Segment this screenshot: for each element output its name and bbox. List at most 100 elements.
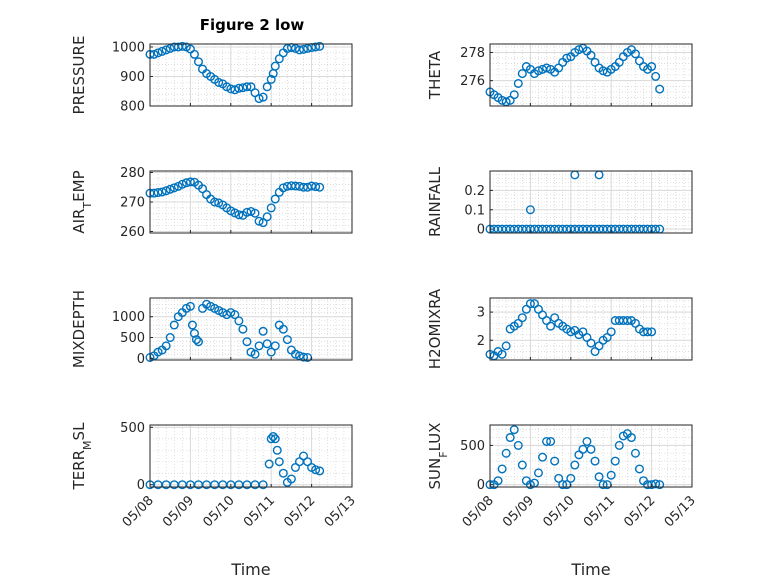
- data-point: [286, 474, 296, 484]
- y-tick-label: 280: [120, 166, 145, 181]
- data-point: [513, 440, 523, 450]
- data-point: [278, 468, 288, 478]
- data-point: [299, 44, 309, 54]
- data-point: [153, 48, 163, 58]
- subplot-h2omixra: 2 3 H2OMIXRA: [426, 288, 693, 369]
- data-point: [278, 183, 288, 193]
- axes-box: [149, 297, 353, 361]
- data-point: [264, 459, 274, 469]
- data-point: [270, 194, 280, 204]
- axes-box: [149, 43, 353, 107]
- data-point: [266, 203, 276, 213]
- x-tick-label: 05/09: [160, 493, 197, 530]
- x-tick-label: 05/10: [201, 493, 238, 530]
- data-point: [655, 84, 665, 94]
- data-point: [582, 436, 592, 446]
- data-point: [187, 320, 197, 330]
- subplot-sun-flux: 0 500 05/08 05/09 05/10 05/11 05/12 05/13 SUNFLU…: [426, 423, 699, 579]
- data-point: [278, 324, 288, 334]
- data-point: [315, 466, 325, 476]
- data-point: [315, 41, 325, 51]
- x-axis-label: Time: [230, 560, 270, 579]
- data-point: [651, 479, 661, 489]
- data-point: [598, 66, 608, 76]
- y-tick-label: 3: [477, 306, 485, 321]
- data-point: [161, 45, 171, 55]
- y-tick-label: 276: [460, 74, 485, 89]
- data-point: [165, 333, 175, 343]
- data-point: [246, 206, 256, 216]
- data-point: [254, 216, 264, 226]
- data-point: [274, 457, 284, 467]
- data-point: [262, 212, 272, 222]
- x-tick-label: 05/11: [581, 493, 618, 530]
- data-point: [570, 460, 580, 470]
- data-point: [594, 472, 604, 482]
- y-tick-label: 500: [120, 331, 145, 346]
- data-point: [630, 49, 640, 59]
- subplot-pressure: 800 900 1000 PRESSURE: [70, 36, 353, 115]
- data-point: [274, 54, 284, 64]
- data-point: [586, 338, 596, 348]
- data-point: [250, 349, 260, 359]
- data-point: [517, 460, 527, 470]
- data-point: [606, 470, 616, 480]
- data-point: [214, 77, 224, 87]
- data-point: [634, 464, 644, 474]
- axes-box: [489, 43, 693, 107]
- data-point: [165, 43, 175, 53]
- data-point: [614, 440, 624, 450]
- data-point: [517, 69, 527, 79]
- axes-box: [149, 424, 353, 488]
- data-point: [509, 425, 519, 435]
- data-point: [566, 473, 576, 483]
- data-point: [153, 188, 163, 198]
- data-point: [542, 63, 552, 73]
- y-axis-label: H2OMIXRA: [426, 288, 444, 369]
- plot-area: [150, 425, 352, 487]
- data-point: [606, 327, 616, 337]
- data-point: [234, 83, 244, 93]
- y-tick-label: 278: [460, 46, 485, 61]
- y-axis-label: THETA: [426, 50, 444, 100]
- data-point: [630, 448, 640, 458]
- subplot-terr-msl: 0 500 05/08 05/09 05/10 05/11 05/12 05/13 TERRMS…: [70, 421, 359, 579]
- x-tick-label: 05/12: [621, 493, 658, 530]
- y-tick-label: 500: [120, 421, 145, 436]
- data-point: [270, 341, 280, 351]
- y-axis-label: RAINFALL: [426, 166, 444, 237]
- subplot-mixdepth: 0 500 1000 MIXDEPTH: [70, 290, 353, 368]
- data-point: [165, 184, 175, 194]
- data-point: [230, 85, 240, 95]
- data-point: [193, 57, 203, 67]
- subplot-air-temp: 260 270 280 AIRTEMP: [70, 166, 353, 240]
- y-axis-label: AIRTEMP: [70, 170, 94, 233]
- data-point: [198, 184, 208, 194]
- data-point: [647, 327, 657, 337]
- data-point: [546, 436, 556, 446]
- data-point: [525, 299, 535, 309]
- data-point: [258, 480, 268, 490]
- axes-box: [489, 297, 693, 361]
- data-point: [525, 205, 535, 215]
- axes-box: [489, 170, 693, 234]
- data-point: [497, 349, 507, 359]
- y-tick-label: 0: [137, 478, 145, 493]
- data-point: [558, 480, 568, 490]
- x-tick-label: 05/10: [541, 493, 578, 530]
- subplot-rainfall: 0 0.1 0.2 RAINFALL: [426, 166, 693, 238]
- subplot-theta: 276 278 THETA: [426, 43, 693, 107]
- data-point: [505, 433, 515, 443]
- data-point: [517, 313, 527, 323]
- x-tick-label: 05/13: [662, 493, 699, 530]
- x-axis-label: Time: [570, 560, 610, 579]
- data-point: [177, 41, 187, 51]
- data-point: [161, 341, 171, 351]
- data-point: [262, 82, 272, 92]
- data-point: [501, 448, 511, 458]
- data-point: [185, 301, 195, 311]
- x-tick-label: 05/08: [120, 493, 157, 530]
- data-point: [626, 433, 636, 443]
- data-point: [230, 310, 240, 320]
